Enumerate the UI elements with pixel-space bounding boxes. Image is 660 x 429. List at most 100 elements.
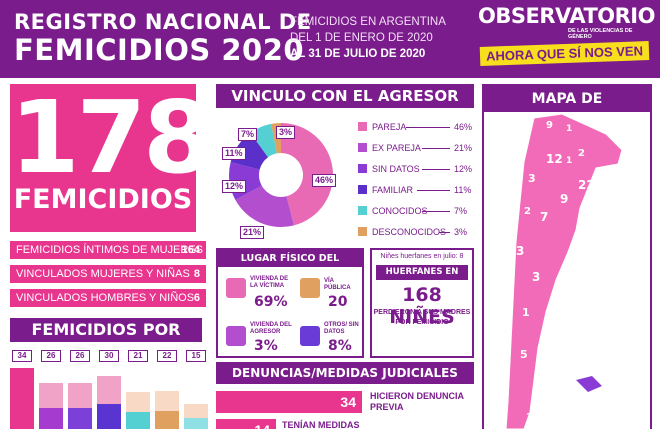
- category-bar-intimos: FEMICIDIOS ÍNTIMOS DE MUJERES 164: [10, 241, 206, 259]
- total-number: 178: [10, 79, 213, 196]
- category-label: FEMICIDIOS ÍNTIMOS DE MUJERES: [16, 244, 204, 256]
- argentina-mainland-shape: [505, 113, 623, 429]
- denuncias-text-line-1: HICIERON DENUNCIA: [370, 391, 465, 401]
- legend-leader-line: [422, 148, 450, 149]
- huerfanes-number: 168 NIÑES: [389, 284, 455, 328]
- total-label: FEMICIDIOS: [13, 184, 193, 215]
- medidas-text: TENÍAN MEDIDAS: [282, 420, 360, 429]
- month-bar-top: [184, 403, 208, 418]
- pie-label-conocidos: 7%: [238, 128, 258, 141]
- map-number: 2: [578, 148, 585, 159]
- legend-label: DESCONOCIDOS: [372, 227, 447, 237]
- map-number: 1: [566, 124, 573, 134]
- legend-percent: 21%: [454, 143, 473, 153]
- medidas-value: 14: [254, 419, 270, 429]
- map-number: 1: [522, 306, 530, 319]
- category-label: VINCULADOS HOMBRES Y NIÑOS: [16, 292, 195, 304]
- category-value: 6: [193, 292, 200, 304]
- legend-swatch: [358, 143, 367, 152]
- legend-swatch: [358, 122, 367, 131]
- map-number: 3: [516, 244, 525, 258]
- donut-slice-conocidos: [250, 123, 277, 158]
- pie-label-familiar: 11%: [222, 147, 246, 160]
- map-number: 9: [560, 192, 569, 206]
- argentina-map: [505, 113, 623, 429]
- map-number: 7: [540, 210, 549, 224]
- title-line-2: FEMICIDIOS 2020: [14, 33, 305, 67]
- question-icon: [300, 326, 320, 346]
- legend-swatch: [358, 206, 367, 215]
- vinculo-title: VINCULO CON EL AGRESOR: [216, 84, 474, 108]
- lugar-value: 20: [328, 294, 348, 310]
- huerfanes-text: PERDIERON A SUS MADRES POR FEMICIDIO: [372, 308, 472, 328]
- month-bar-top: [68, 383, 92, 408]
- category-value: 164: [181, 244, 200, 256]
- legend-leader-line: [439, 232, 450, 233]
- map-number: 3: [532, 270, 541, 284]
- month-bar-bottom: [184, 417, 208, 429]
- legend-swatch: [358, 185, 367, 194]
- legend-swatch: [358, 164, 367, 173]
- map-number: 3: [528, 172, 536, 185]
- legend-label: SIN DATOS: [372, 164, 420, 174]
- lugar-panel: LUGAR FÍSICO DEL FEMICIDIO VIVIENDA DE L…: [216, 248, 364, 358]
- month-bar-top: [39, 383, 63, 408]
- legend-label: CONOCIDOS: [372, 206, 428, 216]
- donut-slices: [229, 123, 334, 227]
- legend-leader-line: [422, 211, 450, 212]
- house-icon: [226, 278, 246, 298]
- vinculo-donut-chart: [229, 123, 334, 227]
- month-bar-top: [10, 368, 34, 400]
- huerfanes-text-line-2: POR FEMICIDIO: [395, 319, 449, 326]
- huerfanes-title: HUERFANES EN 2020: [376, 265, 468, 292]
- map-number: 2: [524, 206, 531, 217]
- legend-leader-line: [405, 127, 450, 128]
- denuncias-title: DENUNCIAS/MEDIDAS JUDICIALES: [216, 362, 474, 384]
- month-value-label: 34: [12, 350, 32, 362]
- lugar-value: 69%: [254, 294, 288, 310]
- title-line-1: REGISTRO NACIONAL DE: [14, 10, 312, 34]
- legend-leader-line: [416, 190, 450, 191]
- brand-slogan: AHORA QUE SÍ NOS VEN: [479, 41, 650, 66]
- category-value: 8: [193, 268, 200, 280]
- date-range: FEMICIDIOS EN ARGENTINA DEL 1 DE ENERO D…: [290, 14, 446, 62]
- lugar-label: VÍA PÚBLICA: [324, 278, 351, 291]
- category-label: VINCULADOS MUJERES Y NIÑAS: [16, 268, 190, 280]
- legend-item: DESCONOCIDOS 3%: [358, 227, 467, 237]
- huerfanes-text-line-1: PERDIERON A SUS MADRES: [373, 309, 471, 316]
- map-number: 5: [520, 348, 528, 361]
- donut-slice-pareja: [281, 123, 334, 226]
- legend-item: EX PAREJA 21%: [358, 143, 472, 153]
- legend-item: PAREJA 46%: [358, 122, 472, 132]
- legend-label: EX PAREJA: [372, 143, 421, 153]
- legend-swatch: [358, 227, 367, 236]
- total-femicides-card: 178 FEMICIDIOS: [10, 79, 213, 232]
- month-bar-top: [155, 390, 179, 412]
- denuncias-value: 34: [340, 394, 356, 410]
- month-bar-top: [97, 375, 121, 404]
- denuncias-text-line-2: PREVIA: [370, 402, 404, 412]
- main-title: REGISTRO NACIONAL DE FEMICIDIOS 2020: [14, 10, 312, 66]
- huerfanes-panel: Niñes huerfanes en julio: 8 HUERFANES EN…: [370, 248, 474, 358]
- map-title: MAPA DE FEMICIDIOS: [484, 86, 650, 133]
- pie-label-pareja: 46%: [312, 174, 337, 187]
- lugar-value: 8%: [328, 338, 352, 354]
- month-value-label: 26: [70, 350, 90, 362]
- legend-label: FAMILIAR: [372, 185, 414, 195]
- pie-label-ex-pareja: 21%: [240, 226, 265, 239]
- denuncias-text: HICIERON DENUNCIA PREVIA: [370, 391, 464, 413]
- month-bar-bottom: [68, 407, 92, 429]
- map-number: 1: [526, 412, 533, 423]
- mes-panel: FEMICIDIOS POR MES 34 26 26 30 21 22 15: [4, 318, 208, 429]
- legend-percent: 11%: [454, 185, 472, 195]
- month-bar-bottom: [10, 400, 34, 429]
- subtitle-line-1: FEMICIDIOS EN ARGENTINA: [290, 16, 446, 28]
- month-value-label: 15: [186, 350, 206, 362]
- lugar-value: 3%: [254, 338, 278, 354]
- lugar-label: VIVIENDA DE LA VÍCTIMA: [250, 276, 289, 289]
- map-panel: MAPA DE FEMICIDIOS: [482, 84, 652, 429]
- month-value-label: 26: [41, 350, 61, 362]
- header-banner: REGISTRO NACIONAL DE FEMICIDIOS 2020 FEM…: [0, 0, 660, 78]
- medidas-bar: 14: [216, 419, 276, 429]
- donut-slice-familiar: [230, 132, 269, 170]
